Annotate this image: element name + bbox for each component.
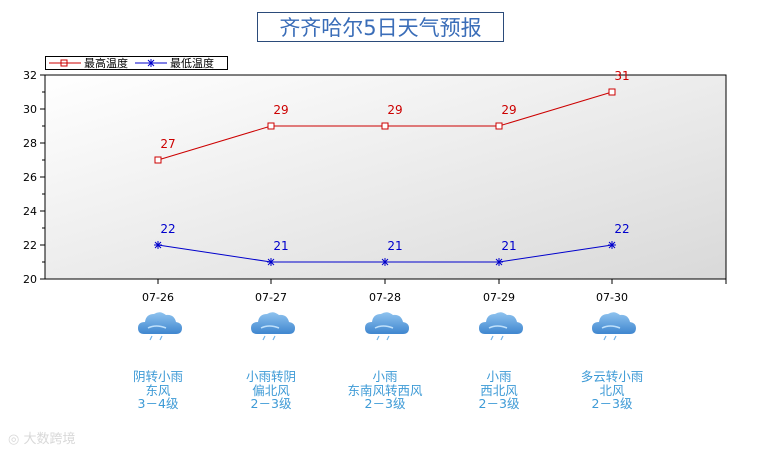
forecast-day: 小雨转阴 偏北风 2－3级 <box>216 370 326 411</box>
legend-asterisk-marker <box>135 59 167 67</box>
data-label: 29 <box>387 103 402 117</box>
data-point-low <box>267 258 275 266</box>
forecast-day: 阴转小雨 东风 3－4级 <box>103 370 213 411</box>
forecast-level: 2－3级 <box>478 396 520 411</box>
x-tick-label: 07-29 <box>483 291 515 304</box>
data-label: 31 <box>614 69 629 83</box>
data-label: 29 <box>501 103 516 117</box>
forecast-weather: 小雨转阴 <box>245 369 296 384</box>
forecast-weather: 小雨 <box>486 369 512 384</box>
data-label: 21 <box>387 239 402 253</box>
forecast-wind: 偏北风 <box>252 382 290 398</box>
plot-area <box>44 74 727 280</box>
data-label: 22 <box>614 222 629 236</box>
forecast-weather: 小雨 <box>372 369 398 384</box>
data-label: 22 <box>160 222 175 236</box>
chart-title: 齐齐哈尔5日天气预报 <box>257 12 504 42</box>
watermark-logo-icon: ◎ <box>8 432 20 447</box>
forecast-weather: 阴转小雨 <box>132 369 183 384</box>
y-tick-label: 26 <box>23 171 37 184</box>
data-point-high <box>608 88 616 96</box>
y-tick-label: 32 <box>23 69 37 82</box>
rain-cloud-icon <box>477 306 525 342</box>
forecast-level: 3－4级 <box>137 396 179 411</box>
rain-cloud-icon <box>249 306 297 342</box>
forecast-day: 多云转小雨 北风 2－3级 <box>557 370 667 411</box>
forecast-wind: 西北风 <box>480 382 518 398</box>
watermark-text: 大数跨境 <box>23 432 76 447</box>
y-tick-label: 24 <box>23 205 37 218</box>
data-point-high <box>495 122 503 130</box>
x-tick-label: 07-28 <box>369 291 401 304</box>
data-label: 21 <box>501 239 516 253</box>
legend-label-high: 最高温度 <box>84 57 128 70</box>
legend-label-low: 最低温度 <box>170 57 214 70</box>
legend-square-marker <box>49 59 81 67</box>
data-label: 21 <box>273 239 288 253</box>
forecast-level: 2－3级 <box>364 396 406 411</box>
forecast-wind: 东南风转西风 <box>347 382 423 398</box>
data-point-low <box>154 241 162 249</box>
y-tick-label: 22 <box>23 239 37 252</box>
forecast-wind: 东风 <box>145 382 171 398</box>
data-label: 29 <box>273 103 288 117</box>
forecast-day: 小雨 西北风 2－3级 <box>444 370 554 411</box>
forecast-level: 2－3级 <box>250 396 292 411</box>
legend: 最高温度 最低温度 <box>45 56 228 70</box>
x-tick-label: 07-27 <box>255 291 287 304</box>
x-tick-label: 07-30 <box>596 291 628 304</box>
data-label: 27 <box>160 137 175 151</box>
rain-cloud-icon <box>363 306 411 342</box>
forecast-day: 小雨 东南风转西风 2－3级 <box>330 370 440 411</box>
forecast-wind: 北风 <box>599 382 625 398</box>
y-tick-label: 28 <box>23 137 37 150</box>
data-point-high <box>267 122 275 130</box>
forecast-level: 2－3级 <box>591 396 633 411</box>
legend-item-low: 最低温度 <box>132 57 214 70</box>
rain-cloud-icon <box>136 306 184 342</box>
x-tick-label: 07-26 <box>142 291 174 304</box>
forecast-weather: 多云转小雨 <box>580 369 644 384</box>
rain-cloud-icon <box>590 306 638 342</box>
data-point-low <box>495 258 503 266</box>
data-point-low <box>381 258 389 266</box>
data-point-low <box>608 241 616 249</box>
y-tick-label: 30 <box>23 103 37 116</box>
y-tick-label: 20 <box>23 273 37 286</box>
legend-item-high: 最高温度 <box>46 57 128 70</box>
watermark: ◎ 大数跨境 <box>8 428 76 447</box>
data-point-high <box>154 156 162 164</box>
data-point-high <box>381 122 389 130</box>
